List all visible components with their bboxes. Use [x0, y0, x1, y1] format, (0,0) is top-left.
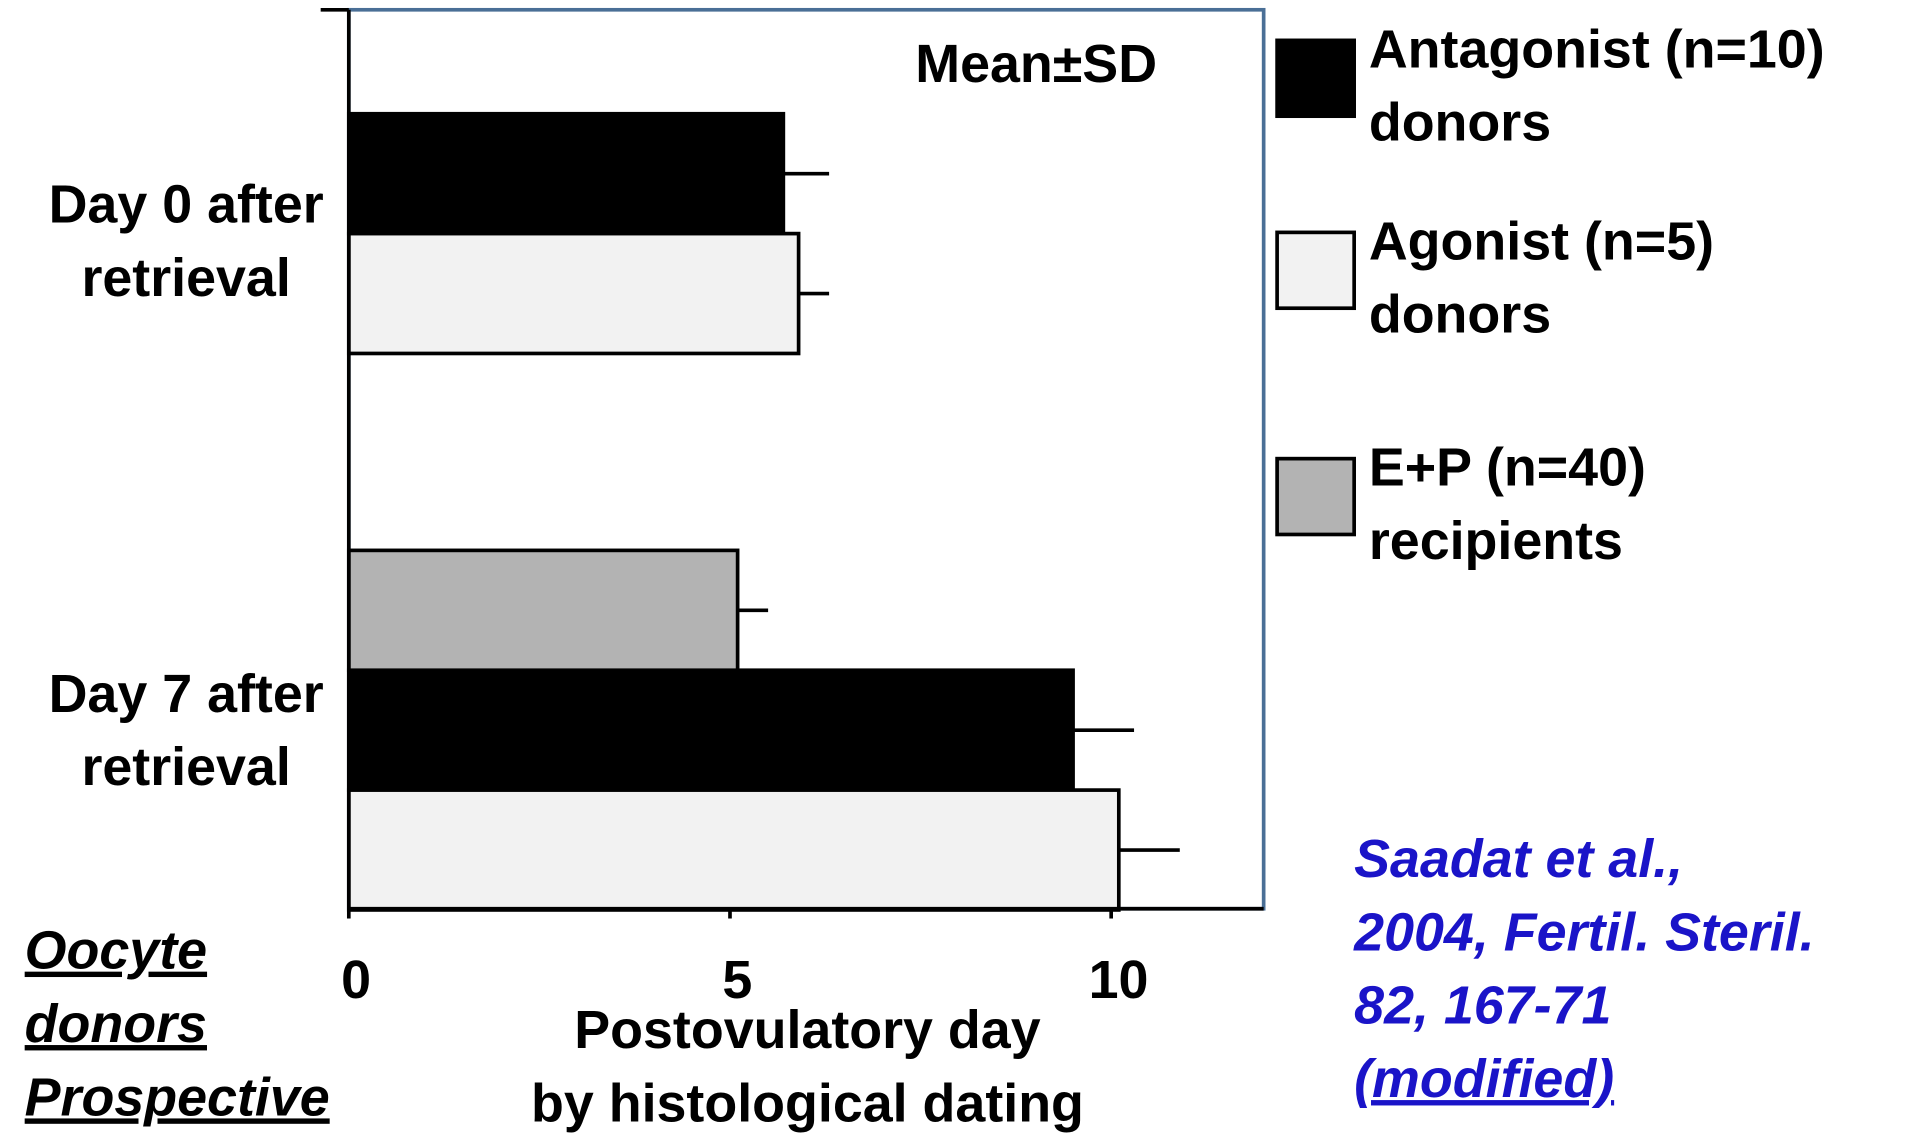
- x-axis-label: Postovulatory day by histological dating: [531, 1000, 1084, 1133]
- citation: Saadat et al.,: [1354, 829, 1683, 889]
- legend-label: E+P (n=40) recipients: [1369, 438, 1646, 571]
- y-tick-label: Day 0 after retrieval: [49, 175, 324, 308]
- legend-label: Agonist (n=5) donors: [1369, 211, 1714, 344]
- y-tick-label: Day 7 after retrieval: [49, 664, 324, 797]
- side-note: Prospective: [25, 1067, 330, 1127]
- legend-label: Antagonist (n=10) donors: [1369, 19, 1825, 152]
- legend-swatch: [1275, 38, 1356, 119]
- bar: [346, 231, 801, 356]
- legend-swatch: [1275, 456, 1356, 537]
- bar: [346, 788, 1121, 912]
- annotation: Mean±SD: [915, 34, 1157, 94]
- x-tick-label: 10: [1089, 950, 1149, 1010]
- bar: [346, 111, 786, 236]
- side-note: Oocyte: [25, 921, 207, 981]
- bar: [346, 548, 740, 673]
- legend-swatch: [1275, 230, 1356, 311]
- side-note: donors: [25, 994, 207, 1054]
- x-tick-label: 5: [722, 950, 752, 1010]
- x-tick-label: 0: [341, 950, 371, 1010]
- bar: [346, 668, 1075, 792]
- citation: 2004, Fertil. Steril.: [1353, 902, 1814, 962]
- citation: 82, 167-71: [1354, 976, 1611, 1036]
- citation: (modified): [1354, 1049, 1614, 1109]
